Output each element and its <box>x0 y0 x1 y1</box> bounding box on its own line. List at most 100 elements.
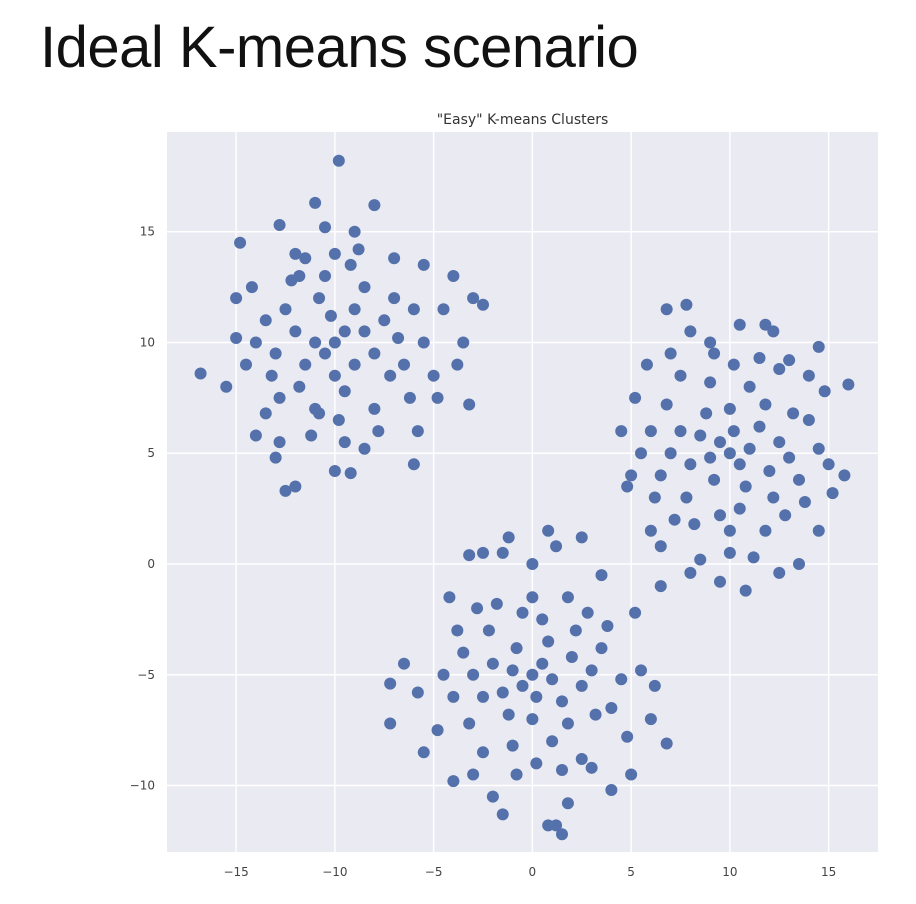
data-point <box>575 752 588 765</box>
data-point <box>743 380 756 393</box>
data-point <box>313 407 326 420</box>
data-point <box>368 347 381 360</box>
data-point <box>230 332 243 345</box>
x-tick-label: −5 <box>425 865 443 879</box>
data-point <box>482 624 495 637</box>
data-point <box>358 281 371 294</box>
data-point <box>407 458 420 471</box>
data-point <box>773 566 786 579</box>
data-point <box>506 664 519 677</box>
data-point <box>727 425 740 438</box>
data-point <box>585 664 598 677</box>
x-tick-label: 5 <box>627 865 635 879</box>
data-point <box>378 314 391 327</box>
data-point <box>842 378 855 391</box>
data-point <box>447 690 460 703</box>
data-point <box>644 524 657 537</box>
data-point <box>328 336 341 349</box>
data-point <box>753 420 766 433</box>
data-point <box>417 746 430 759</box>
data-point <box>496 546 509 559</box>
data-point <box>289 247 302 260</box>
data-point <box>802 369 815 382</box>
data-point <box>704 376 717 389</box>
data-point <box>299 358 312 371</box>
data-point <box>565 651 578 664</box>
data-point <box>569 624 582 637</box>
data-point <box>477 546 489 559</box>
data-point <box>526 713 539 726</box>
data-point <box>279 303 292 316</box>
data-point <box>793 558 805 570</box>
data-point <box>437 303 450 316</box>
data-point <box>516 679 529 692</box>
cluster-series-2 <box>615 298 855 597</box>
data-point <box>802 414 815 426</box>
data-point <box>279 484 292 497</box>
data-point <box>793 473 805 486</box>
data-point <box>443 591 456 604</box>
data-point <box>536 657 549 670</box>
data-point <box>502 531 515 544</box>
data-point <box>629 606 642 619</box>
data-point <box>561 591 574 604</box>
data-point <box>384 677 397 690</box>
data-point <box>309 336 322 349</box>
data-point <box>338 436 351 449</box>
data-point <box>727 358 740 371</box>
data-point <box>605 783 618 796</box>
data-point <box>714 436 726 449</box>
data-point <box>273 436 286 449</box>
data-point <box>818 385 831 398</box>
data-point <box>510 768 523 781</box>
data-point <box>269 451 282 464</box>
data-point <box>496 808 509 821</box>
data-point <box>822 458 835 471</box>
data-point <box>621 480 634 493</box>
data-point <box>767 491 780 504</box>
data-point <box>674 425 687 438</box>
data-point <box>496 686 509 699</box>
data-point <box>348 225 361 238</box>
data-point <box>688 518 701 531</box>
data-point <box>398 358 410 371</box>
data-point <box>644 713 657 726</box>
data-point <box>516 606 529 619</box>
data-point <box>763 464 776 477</box>
data-point <box>601 620 614 633</box>
data-point <box>477 690 489 703</box>
data-point <box>798 495 811 508</box>
data-point <box>640 358 653 371</box>
data-point <box>654 469 667 482</box>
data-point <box>384 717 397 730</box>
data-point <box>467 768 480 781</box>
x-tick-label: 15 <box>821 865 836 879</box>
data-point <box>783 354 796 367</box>
data-point <box>249 429 262 442</box>
data-point <box>700 407 713 420</box>
data-point <box>194 367 207 380</box>
data-point <box>510 642 523 655</box>
data-point <box>542 524 555 537</box>
data-point <box>654 580 667 593</box>
data-point <box>575 679 588 692</box>
data-point <box>220 380 233 393</box>
data-point <box>759 318 772 331</box>
y-tick-label: 10 <box>140 335 155 349</box>
data-point <box>787 407 800 420</box>
data-point <box>352 243 365 256</box>
data-point <box>668 513 681 526</box>
data-point <box>773 363 786 376</box>
y-tick-label: −10 <box>130 779 155 793</box>
data-point <box>680 298 693 311</box>
data-point <box>575 531 588 544</box>
data-point <box>293 270 306 282</box>
data-point <box>684 458 697 471</box>
x-tick-label: 0 <box>529 865 537 879</box>
data-point <box>230 292 243 305</box>
data-point <box>629 391 642 404</box>
data-point <box>451 624 464 637</box>
data-point <box>259 407 272 420</box>
data-point <box>694 429 707 442</box>
data-point <box>289 325 302 338</box>
